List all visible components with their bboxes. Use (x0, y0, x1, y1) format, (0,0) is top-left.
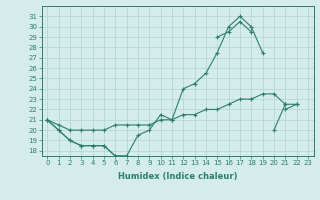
X-axis label: Humidex (Indice chaleur): Humidex (Indice chaleur) (118, 172, 237, 181)
